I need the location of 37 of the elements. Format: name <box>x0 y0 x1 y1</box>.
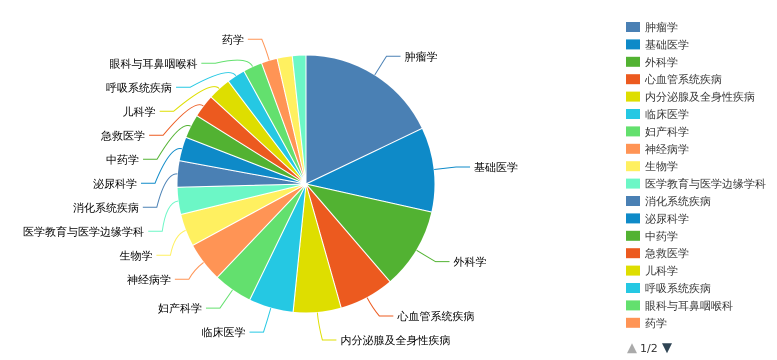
slice-label: 医学教育与医学边缘学科 <box>23 225 144 238</box>
slice-label: 泌尿科学 <box>93 177 137 190</box>
slice-label: 内分泌腺及全身性疾病 <box>340 334 450 347</box>
slice-label: 生物学 <box>119 249 152 262</box>
slice-label: 临床医学 <box>202 326 246 340</box>
legend-label: 泌尿科学 <box>645 212 689 226</box>
legend-label: 临床医学 <box>645 108 689 121</box>
slice-label: 基础医学 <box>474 160 518 174</box>
legend-label: 眼科与耳鼻咽喉科 <box>645 299 733 312</box>
slice-label: 眼科与耳鼻咽喉科 <box>109 57 198 70</box>
legend-label: 呼吸系统疾病 <box>645 282 711 295</box>
legend-label: 外科学 <box>645 56 678 69</box>
legend-label: 儿科学 <box>645 264 678 278</box>
slice-label: 外科学 <box>453 256 486 269</box>
slice-label: 神经病学 <box>126 273 171 286</box>
legend-label: 神经病学 <box>645 142 689 156</box>
legend-label: 药学 <box>645 316 667 330</box>
legend-label: 心血管系统疾病 <box>644 73 722 86</box>
slice-label: 中药学 <box>106 153 140 166</box>
slice-label: 肿瘤学 <box>404 50 438 64</box>
slice-label: 药学 <box>222 33 244 46</box>
slice-label: 消化系统疾病 <box>72 201 139 214</box>
legend-label: 急救医学 <box>644 247 689 260</box>
slice-label: 妇产科学 <box>158 302 202 316</box>
slice-label: 儿科学 <box>122 105 156 118</box>
slice-label: 心血管系统疾病 <box>396 310 474 323</box>
legend-label: 消化系统疾病 <box>645 195 711 208</box>
legend-label: 中药学 <box>645 230 678 243</box>
legend-label: 医学教育与医学边缘学科 <box>645 178 766 191</box>
text: 1/2 <box>640 342 658 356</box>
slice-label: 急救医学 <box>100 129 146 142</box>
legend-label: 肿瘤学 <box>645 21 678 34</box>
legend-label: 生物学 <box>645 160 678 174</box>
slice-label: 呼吸系统疾病 <box>106 81 172 94</box>
legend-label: 内分泌腺及全身性疾病 <box>645 90 755 104</box>
legend-label: 基础医学 <box>645 38 689 52</box>
legend-label: 妇产科学 <box>645 125 689 138</box>
